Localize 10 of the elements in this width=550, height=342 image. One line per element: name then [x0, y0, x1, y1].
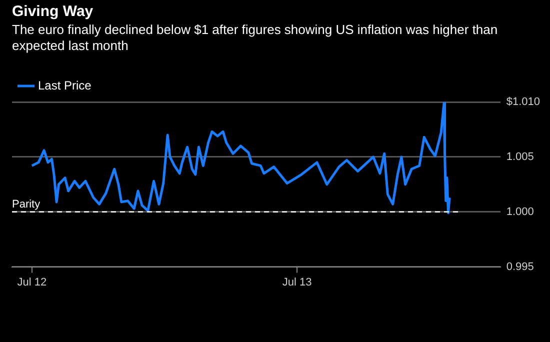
x-tick-label: Jul 13: [282, 276, 312, 288]
y-tick-label: 0.995: [506, 260, 534, 273]
ref-line-label: Parity: [12, 198, 41, 210]
y-tick-label: $1.010: [506, 96, 540, 108]
y-tick-label: 1.000: [506, 206, 534, 218]
chart-title: Giving Way: [12, 3, 94, 20]
x-tick-label: Jul 12: [17, 276, 47, 288]
legend-label: Last Price: [38, 78, 92, 92]
y-tick-label: 1.005: [506, 150, 534, 163]
chart-subtitle: The euro finally declined below $1 after figures showing US inflation was higher than expected last month: [12, 22, 499, 54]
